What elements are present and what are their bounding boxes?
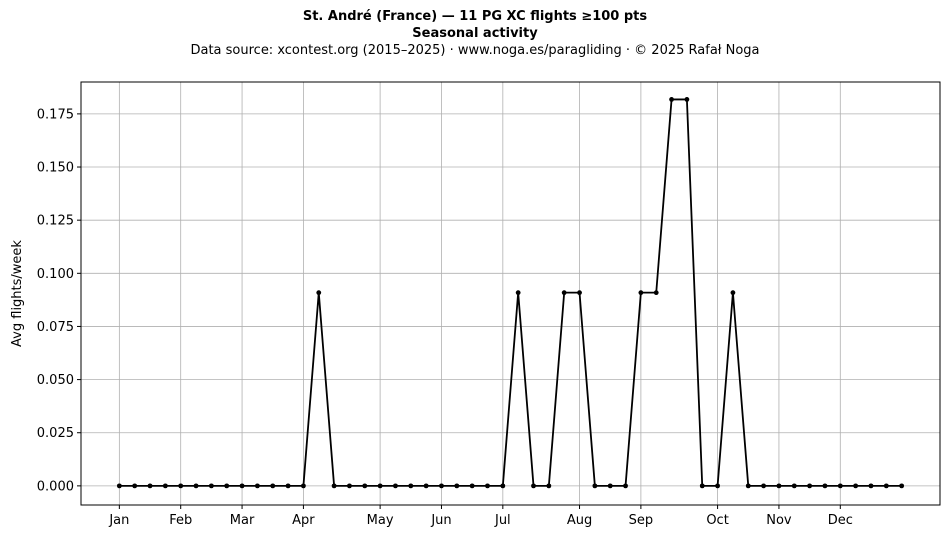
x-tick-label: Apr (292, 513, 315, 528)
data-point (623, 483, 628, 489)
data-point (377, 483, 383, 489)
x-tick-label: Jun (430, 513, 451, 528)
y-tick-label: 0.075 (37, 320, 74, 335)
x-tick-label: Mar (230, 513, 255, 528)
data-point (116, 483, 122, 489)
x-tick-label: Jul (494, 513, 511, 528)
data-point (208, 483, 214, 489)
x-tick-label: Dec (828, 513, 853, 528)
data-point (469, 483, 475, 489)
data-point (270, 483, 276, 489)
x-tick-label: May (367, 513, 394, 528)
data-point (546, 483, 552, 489)
data-point (791, 483, 797, 489)
data-point (653, 290, 659, 296)
data-point (669, 97, 674, 102)
data-point (485, 483, 490, 489)
y-tick-label: 0.125 (37, 214, 74, 229)
data-point (132, 483, 138, 489)
data-point (178, 483, 184, 489)
x-tick-label: Aug (567, 513, 592, 528)
data-point (316, 290, 322, 296)
y-tick-label: 0.025 (37, 426, 74, 441)
data-point (730, 290, 736, 296)
plot-frame (80, 81, 941, 506)
x-tick-label: Feb (169, 513, 192, 528)
series-line (119, 98, 902, 487)
data-point (883, 483, 889, 489)
data-point (715, 483, 720, 489)
data-point (561, 290, 567, 296)
data-point (638, 290, 644, 296)
chart-title: St. André (France) — 11 PG XC flights ≥1… (302, 9, 648, 24)
data-point (301, 483, 306, 489)
data-point (699, 483, 705, 489)
data-point (853, 483, 859, 489)
y-tick-label: 0.150 (37, 161, 74, 176)
data-point (224, 483, 230, 489)
y-tick-label: 0.100 (37, 267, 74, 282)
data-point (193, 483, 199, 489)
series-layer (116, 97, 905, 489)
y-axis-label: Avg flights/week (10, 240, 25, 347)
data-point (577, 290, 582, 296)
data-point (393, 483, 398, 489)
data-point (423, 483, 429, 489)
data-point (531, 483, 536, 489)
x-tick-label: Sep (629, 513, 654, 528)
chart-subtitle: Seasonal activity (412, 26, 538, 41)
data-point (285, 483, 291, 489)
x-tick-label: Oct (706, 513, 728, 528)
data-point (761, 483, 766, 489)
axis-ticks: Jan Feb Mar Apr May Jun Jul Aug Sep Oct Nov Dec 0.00… (37, 107, 853, 528)
data-point (684, 97, 690, 102)
y-tick-label: 0.000 (37, 479, 74, 494)
data-point (347, 483, 352, 489)
y-tick-label: 0.050 (37, 373, 74, 388)
chart-titles: St. André (France) — 11 PG XC flights ≥1… (0, 8, 950, 60)
data-point (255, 483, 260, 489)
data-point (745, 483, 751, 489)
data-point (899, 483, 905, 489)
data-point (162, 483, 168, 489)
data-point (362, 483, 368, 489)
data-point (500, 483, 506, 489)
data-point (776, 483, 782, 489)
grid-lines (81, 82, 940, 505)
data-point (868, 483, 874, 489)
y-tick-label: 0.175 (37, 107, 74, 122)
data-point (515, 290, 521, 296)
data-point (607, 483, 613, 489)
data-point (837, 483, 843, 489)
data-point (454, 483, 460, 489)
chart-source-line: Data source: xcontest.org (2015–2025) · … (190, 43, 760, 58)
data-point (592, 483, 598, 489)
data-point (807, 483, 813, 489)
data-point (408, 483, 414, 489)
data-point (147, 483, 153, 489)
data-point (331, 483, 337, 489)
data-point (239, 483, 245, 489)
x-tick-label: Jan (108, 513, 129, 528)
data-point (439, 483, 444, 489)
data-point (822, 483, 828, 489)
x-tick-label: Nov (766, 513, 792, 528)
